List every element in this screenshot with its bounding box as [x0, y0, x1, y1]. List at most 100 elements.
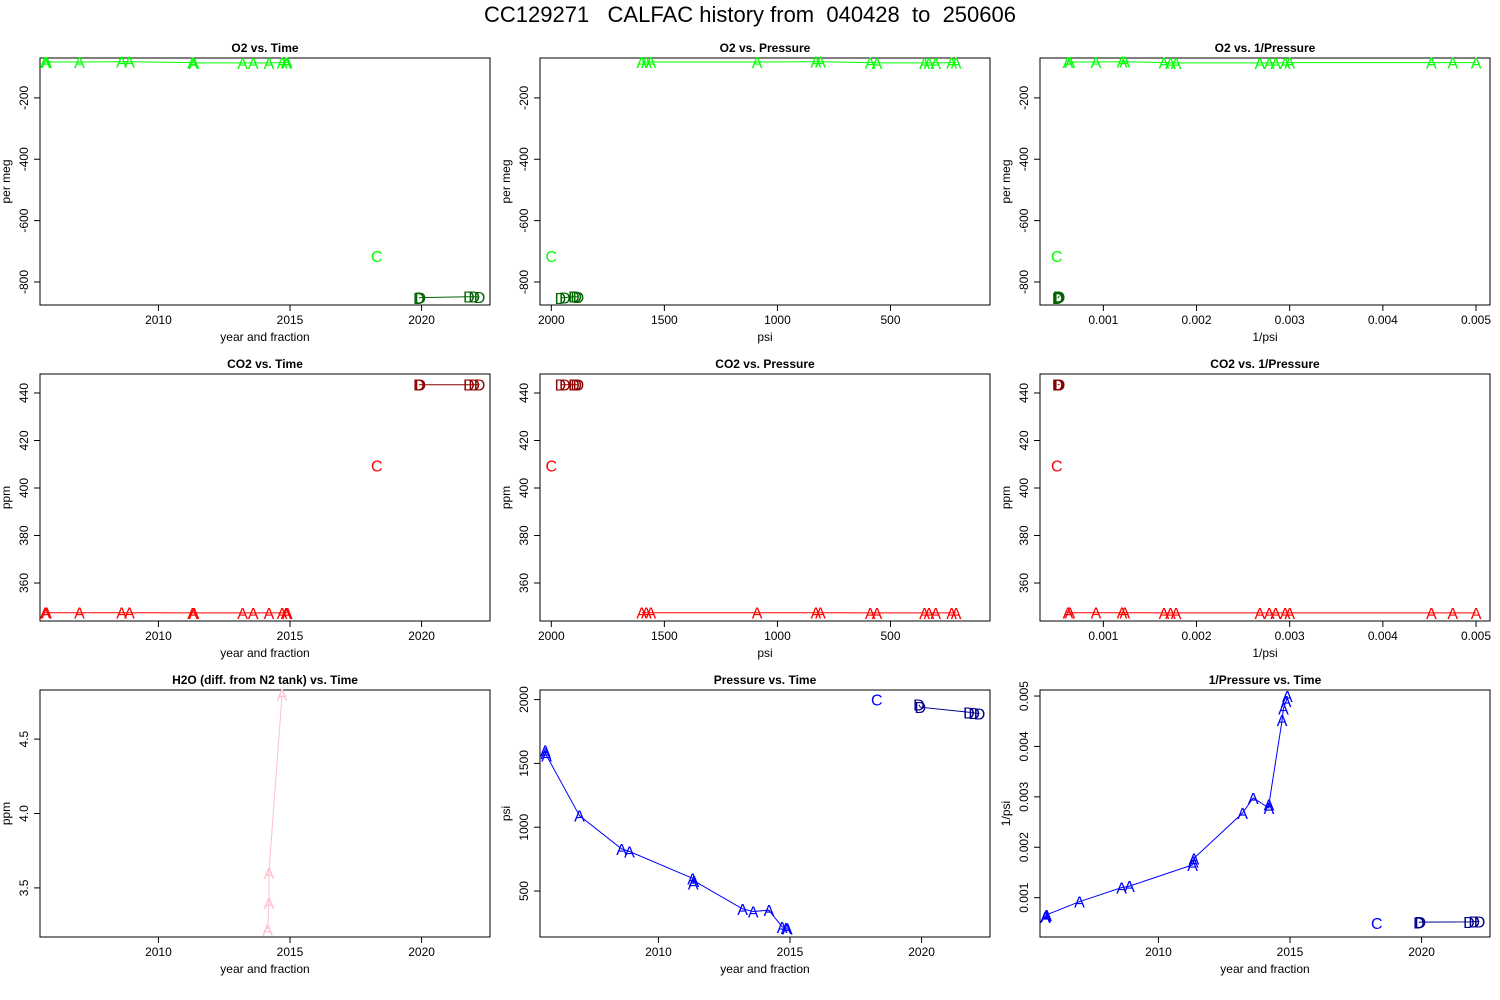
- panel-h2o-time: H2O (diff. from N2 tank) vs. Time 2010 201…: [0, 673, 491, 976]
- data-point: A: [930, 606, 941, 623]
- x-tick-label: 500: [880, 629, 900, 643]
- x-tick-label: 2000: [538, 629, 565, 643]
- data-point: A: [1117, 55, 1128, 72]
- x-axis-label: year and fraction: [220, 330, 309, 344]
- y-tick-label: -400: [17, 147, 31, 171]
- series-line: [1418, 920, 1480, 923]
- data-point: C: [371, 249, 383, 266]
- data-point: A: [40, 606, 51, 623]
- data-point: C: [546, 458, 558, 475]
- data-point: A: [930, 56, 941, 73]
- panel-invpressure-time: 1/Pressure vs. Time 2010 2015 2020 0.001 0.00…: [999, 673, 1491, 976]
- series-C: C: [546, 458, 558, 475]
- x-tick-label: 1000: [764, 629, 791, 643]
- data-point: A: [282, 606, 293, 623]
- panel-o2-time: O2 vs. Time 2010 2015 2020 -200 -400 -600 -800 y…: [0, 41, 491, 344]
- data-point: C: [1051, 249, 1063, 266]
- series-C: C: [371, 249, 383, 266]
- series-line: [641, 61, 957, 64]
- data-point: A: [116, 606, 127, 623]
- x-axis-label: 1/psi: [1252, 646, 1277, 660]
- y-tick-label: 420: [517, 430, 531, 450]
- data-point: A: [248, 606, 259, 623]
- data-point: A: [262, 923, 273, 940]
- data-point: A: [1064, 606, 1075, 623]
- y-axis-label: ppm: [999, 486, 1013, 509]
- data-point: A: [1255, 606, 1266, 623]
- y-tick-label: -600: [17, 208, 31, 232]
- plot-frame: [539, 689, 991, 938]
- data-point: A: [74, 55, 85, 72]
- x-tick-label: 1500: [651, 629, 678, 643]
- data-point: A: [811, 606, 822, 623]
- y-tick-label: 0.002: [1017, 832, 1031, 862]
- data-point: D: [468, 378, 480, 395]
- y-tick-label: -200: [17, 86, 31, 110]
- data-point: A: [40, 55, 51, 72]
- page-title: CC129271 CALFAC history from 040428 to 2…: [484, 2, 1016, 27]
- data-point: A: [872, 606, 883, 623]
- data-point: A: [124, 55, 135, 72]
- data-point: A: [687, 871, 698, 888]
- series-line: [267, 694, 283, 930]
- panel-co2-pressure: CO2 vs. Pressure 2000 1500 1000 500 360 380 400…: [499, 357, 991, 660]
- data-point: A: [541, 749, 552, 766]
- y-tick-label: -400: [517, 147, 531, 171]
- data-point: D: [1474, 914, 1486, 931]
- data-point: A: [924, 606, 935, 623]
- data-point: D: [573, 378, 585, 395]
- series-C: C: [371, 458, 383, 475]
- data-point: A: [124, 606, 135, 623]
- y-tick-label: 400: [517, 478, 531, 498]
- data-point: A: [636, 55, 647, 72]
- y-axis-label: ppm: [499, 486, 513, 509]
- data-point: D: [474, 290, 486, 307]
- x-tick-label: 2015: [277, 313, 304, 327]
- x-tick-label: 2015: [277, 945, 304, 959]
- x-tick-label: 0.001: [1088, 629, 1118, 643]
- x-tick-label: 2020: [908, 945, 935, 959]
- data-point: D: [1414, 915, 1426, 932]
- data-point: A: [752, 55, 763, 72]
- plot-frame: [39, 373, 491, 622]
- data-point: A: [1091, 606, 1102, 623]
- y-tick-label: -800: [517, 270, 531, 294]
- y-tick-label: 440: [17, 383, 31, 403]
- panel-pressure-time: Pressure vs. Time 2010 2015 2020 500 1000 1500…: [499, 673, 991, 976]
- data-point: A: [1270, 56, 1281, 73]
- series-C: C: [546, 249, 558, 266]
- x-tick-label: 1000: [764, 313, 791, 327]
- data-point: A: [281, 606, 292, 623]
- data-point: D: [1052, 291, 1064, 308]
- data-point: A: [872, 56, 883, 73]
- data-point: A: [264, 866, 275, 883]
- panel-title: 1/Pressure vs. Time: [1209, 673, 1322, 687]
- y-axis-label: psi: [499, 806, 513, 821]
- data-point: A: [616, 842, 627, 859]
- data-point: A: [811, 55, 822, 72]
- data-point: C: [371, 458, 383, 475]
- x-tick-label: 0.004: [1368, 629, 1398, 643]
- data-point: A: [1116, 881, 1127, 898]
- x-axis-label: psi: [757, 330, 772, 344]
- x-tick-label: 2020: [408, 945, 435, 959]
- y-tick-label: -200: [517, 86, 531, 110]
- y-tick-label: 0.003: [1017, 782, 1031, 812]
- series-line: [544, 750, 788, 930]
- data-point: A: [737, 902, 748, 919]
- data-point: D: [414, 378, 426, 395]
- y-tick-label: 4.5: [17, 730, 31, 747]
- data-point: A: [641, 606, 652, 623]
- data-point: D: [1468, 915, 1480, 932]
- data-point: A: [782, 922, 793, 939]
- series-line: [418, 296, 480, 299]
- panel-co2-invpressure: CO2 vs. 1/Pressure 0.001 0.002 0.003 0.004 0.…: [999, 357, 1491, 660]
- data-point: C: [1371, 916, 1383, 933]
- series-C: C: [1051, 249, 1063, 266]
- y-tick-label: 420: [17, 430, 31, 450]
- data-point: A: [1119, 55, 1130, 72]
